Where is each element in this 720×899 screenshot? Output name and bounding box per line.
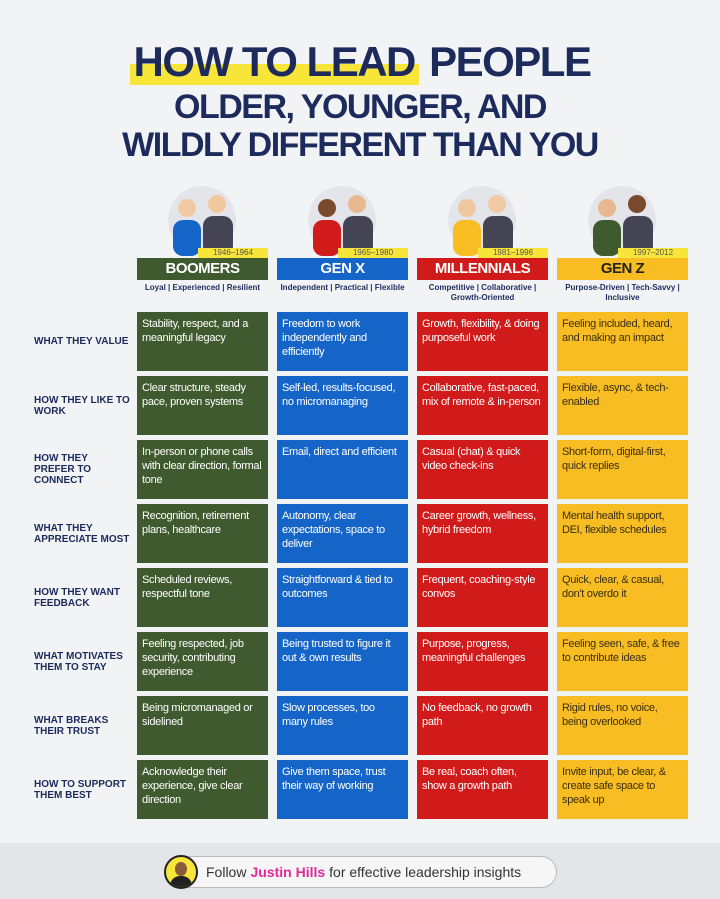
genz-years: 1997–2012 <box>618 248 688 258</box>
boomers-cell: Feeling respected, job security, contrib… <box>137 632 268 691</box>
boomers-cell: In-person or phone calls with clear dire… <box>137 440 268 499</box>
millennials-cell: Casual (chat) & quick video check-ins <box>417 440 548 499</box>
millennials-cell: Purpose, progress, meaningful challenges <box>417 632 548 691</box>
millennials-cell: Frequent, coaching-style convos <box>417 568 548 627</box>
follow-banner[interactable]: Follow Justin Hills for effective leader… <box>164 855 557 889</box>
millennials-cell: Career growth, wellness, hybrid freedom <box>417 504 548 563</box>
boomers-traits: Loyal | Experienced | Resilient <box>144 283 261 292</box>
boomers-cell: Recognition, retirement plans, healthcar… <box>137 504 268 563</box>
genz-cell: Rigid rules, no voice, being overlooked <box>557 696 688 755</box>
boomers-cell: Clear structure, steady pace, proven sys… <box>137 376 268 435</box>
author-name[interactable]: Justin Hills <box>250 864 326 880</box>
title-highlight: HOW TO LEAD <box>129 38 419 85</box>
genz-cell: Invite input, be clear, & create safe sp… <box>557 760 688 819</box>
millennials-years: 1981–1996 <box>478 248 548 258</box>
genx-cell: Self-led, results-focused, no micromanag… <box>277 376 408 435</box>
boomers-header: BOOMERS <box>137 258 268 280</box>
genz-cell: Short-form, digital-first, quick replies <box>557 440 688 499</box>
row-label: HOW THEY LIKE TO WORK <box>34 394 130 417</box>
genz-cell: Feeling included, heard, and making an i… <box>557 312 688 371</box>
boomers-cell: Stability, respect, and a meaningful leg… <box>137 312 268 371</box>
genx-cell: Give them space, trust their way of work… <box>277 760 408 819</box>
genz-illustration <box>557 180 688 256</box>
title-line-2: OLDER, YOUNGER, AND <box>174 88 547 126</box>
genx-traits: Independent | Practical | Flexible <box>280 283 405 292</box>
millennials-traits: Competitive | Collaborative | Growth-Ori… <box>428 283 537 302</box>
title-rest: PEOPLE <box>429 38 592 85</box>
millennials-illustration <box>417 180 548 256</box>
millennials-cell: No feedback, no growth path <box>417 696 548 755</box>
genx-cell: Being trusted to figure it out & own res… <box>277 632 408 691</box>
follow-prefix: Follow <box>206 864 247 880</box>
genx-cell: Straightforward & tied to outcomes <box>277 568 408 627</box>
genz-cell: Mental health support, DEI, flexible sch… <box>557 504 688 563</box>
millennials-cell: Be real, coach often, show a growth path <box>417 760 548 819</box>
boomers-cell: Acknowledge their experience, give clear… <box>137 760 268 819</box>
boomers-illustration <box>137 180 268 256</box>
genz-cell: Flexible, async, & tech-enabled <box>557 376 688 435</box>
row-label: WHAT THEY VALUE <box>34 336 129 347</box>
millennials-header: MILLENNIALS <box>417 258 548 280</box>
row-label: WHAT BREAKS THEIR TRUST <box>34 714 109 737</box>
genz-cell: Quick, clear, & casual, don't overdo it <box>557 568 688 627</box>
millennials-cell: Growth, flexibility, & doing purposeful … <box>417 312 548 371</box>
genx-header: GEN X <box>277 258 408 280</box>
genx-cell: Email, direct and efficient <box>277 440 408 499</box>
row-label: WHAT THEY APPRECIATE MOST <box>34 522 130 545</box>
genz-traits: Purpose-Driven | Tech-Savvy | Inclusive <box>565 283 680 302</box>
genx-years: 1965–1980 <box>338 248 408 258</box>
genz-cell: Feeling seen, safe, & free to contribute… <box>557 632 688 691</box>
genz-header: GEN Z <box>557 258 688 280</box>
millennials-cell: Collaborative, fast-paced, mix of remote… <box>417 376 548 435</box>
boomers-cell: Scheduled reviews, respectful tone <box>137 568 268 627</box>
boomers-years: 1946–1964 <box>198 248 268 258</box>
avatar <box>164 855 198 889</box>
row-label: WHAT MOTIVATES THEM TO STAY <box>34 650 123 673</box>
row-label: HOW THEY PREFER TO CONNECT <box>34 453 92 486</box>
row-label: HOW TO SUPPORT THEM BEST <box>34 778 127 801</box>
genx-illustration <box>277 180 408 256</box>
genx-cell: Slow processes, too many rules <box>277 696 408 755</box>
genx-cell: Autonomy, clear expectations, space to d… <box>277 504 408 563</box>
title-line-1: HOW TO LEAD PEOPLE <box>0 38 720 86</box>
genx-cell: Freedom to work independently and effici… <box>277 312 408 371</box>
follow-suffix: for effective leadership insights <box>329 864 522 880</box>
row-label: HOW THEY WANT FEEDBACK <box>34 586 120 609</box>
boomers-cell: Being micromanaged or sidelined <box>137 696 268 755</box>
title-line-3: WILDLY DIFFERENT THAN YOU <box>122 126 599 164</box>
